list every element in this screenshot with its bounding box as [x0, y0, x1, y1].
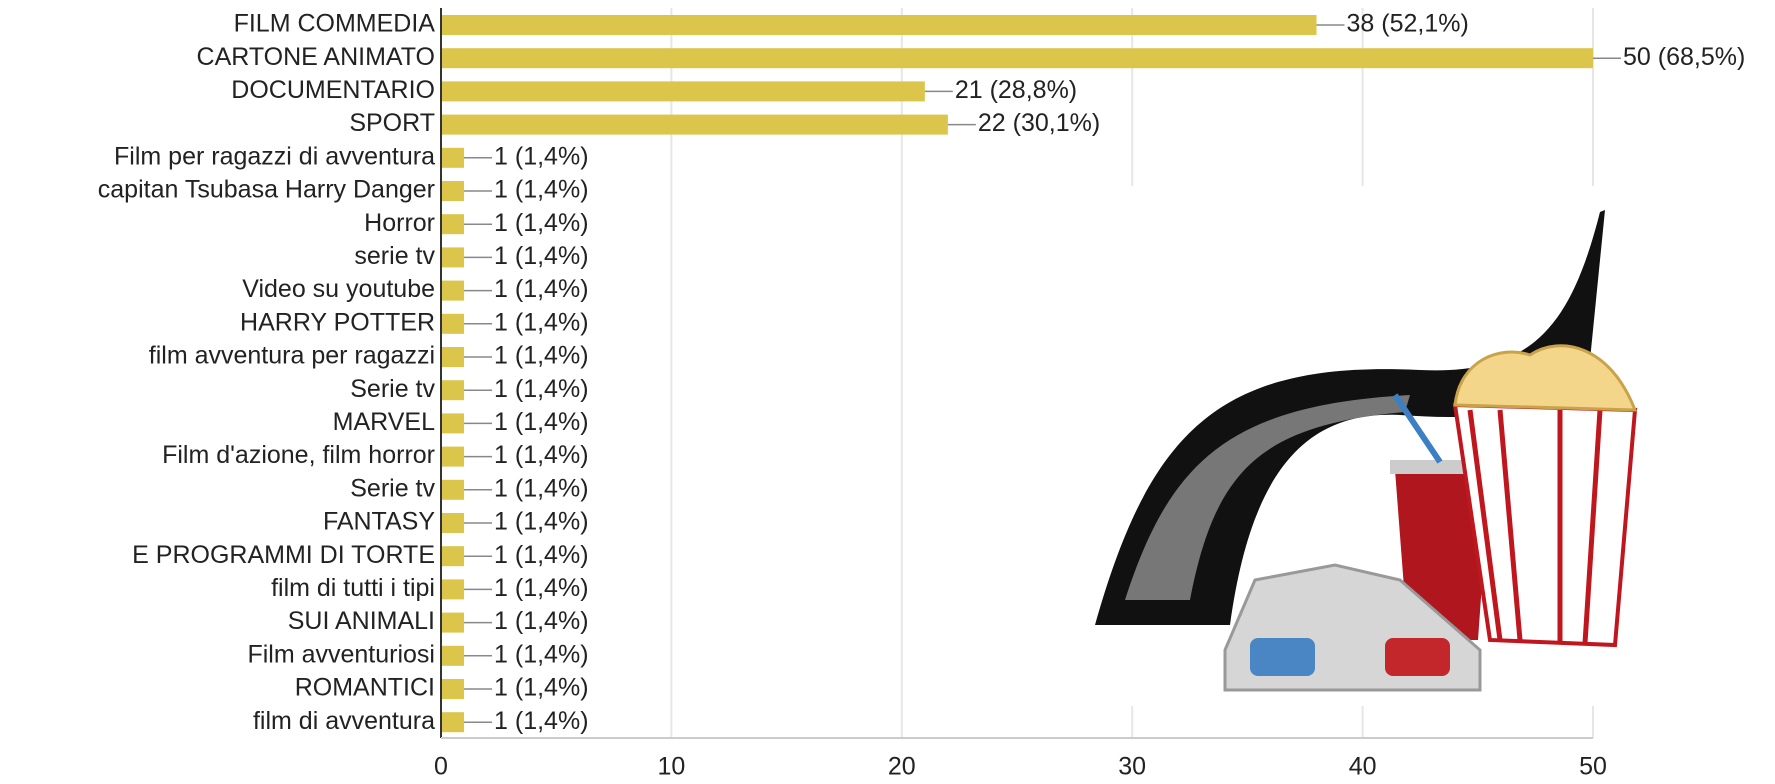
y-tick-label: Video su youtube	[242, 275, 435, 303]
value-label: 1 (1,4%)	[494, 142, 588, 170]
y-tick-label: Horror	[364, 209, 435, 237]
y-tick-label: E PROGRAMMI DI TORTE	[132, 541, 435, 569]
y-tick-label: FANTASY	[323, 508, 435, 536]
x-tick-label: 50	[1579, 753, 1607, 779]
bar	[441, 645, 465, 666]
value-label: 1 (1,4%)	[494, 474, 588, 502]
y-tick-label: serie tv	[354, 242, 435, 270]
y-tick-label: film di avventura	[253, 707, 435, 735]
bar	[441, 579, 465, 600]
value-label: 38 (52,1%)	[1347, 10, 1469, 38]
bar	[441, 446, 465, 467]
value-label: 22 (30,1%)	[978, 109, 1100, 137]
y-tick-label: Film per ragazzi di avventura	[114, 142, 435, 170]
y-tick-label: DOCUMENTARIO	[231, 76, 435, 104]
bar	[441, 181, 465, 201]
bar	[441, 347, 465, 367]
y-tick-label: Film d'azione, film horror	[162, 441, 435, 469]
bar	[441, 712, 465, 733]
bar	[441, 413, 465, 434]
y-tick-label: HARRY POTTER	[240, 308, 435, 336]
bar	[441, 679, 465, 699]
bar	[441, 214, 465, 235]
popcorn-stripes	[1467, 409, 1603, 644]
value-label: 1 (1,4%)	[494, 574, 588, 602]
bar	[441, 15, 1317, 35]
value-label: 21 (28,8%)	[955, 76, 1077, 104]
film-frames	[1125, 395, 1410, 600]
clipart	[1090, 186, 1650, 706]
value-label: 1 (1,4%)	[494, 375, 588, 403]
bar	[441, 147, 465, 168]
lens-blue	[1250, 638, 1315, 676]
value-label: 1 (1,4%)	[494, 541, 588, 569]
x-tick-label: 20	[888, 753, 916, 779]
y-tick-label: film di tutti i tipi	[271, 574, 435, 602]
y-tick-label: ROMANTICI	[295, 674, 435, 702]
value-label: 1 (1,4%)	[494, 441, 588, 469]
value-label: 1 (1,4%)	[494, 508, 588, 536]
y-tick-label: Film avventuriosi	[247, 640, 435, 668]
value-label: 1 (1,4%)	[494, 342, 588, 370]
y-tick-label: film avventura per ragazzi	[149, 342, 435, 370]
value-label: 1 (1,4%)	[494, 707, 588, 735]
bar	[441, 81, 925, 102]
x-tick-label: 30	[1118, 753, 1146, 779]
y-tick-label: SPORT	[349, 109, 435, 137]
bar	[441, 114, 948, 135]
bar	[441, 513, 465, 533]
bar	[441, 247, 465, 268]
y-tick-label: SUI ANIMALI	[288, 607, 435, 635]
bar	[441, 48, 1593, 69]
x-tick-label: 10	[657, 753, 685, 779]
value-label: 1 (1,4%)	[494, 242, 588, 270]
y-tick-label: Serie tv	[350, 474, 435, 502]
x-tick-label: 0	[434, 753, 448, 779]
value-label: 50 (68,5%)	[1623, 43, 1745, 71]
bar	[441, 546, 465, 567]
value-label: 1 (1,4%)	[494, 275, 588, 303]
bar	[441, 380, 465, 401]
y-tick-label: CARTONE ANIMATO	[197, 43, 435, 71]
x-tick-label: 40	[1349, 753, 1377, 779]
value-label: 1 (1,4%)	[494, 607, 588, 635]
bars: 0 10 20 30 40 50 FILM COMMEDIA 38 (52,1%) CARTON…	[98, 8, 1745, 781]
y-tick-label: FILM COMMEDIA	[234, 10, 436, 38]
value-label: 1 (1,4%)	[494, 408, 588, 436]
bar	[441, 612, 465, 633]
value-label: 1 (1,4%)	[494, 176, 588, 204]
value-label: 1 (1,4%)	[494, 674, 588, 702]
bar	[441, 313, 465, 334]
y-tick-label: Serie tv	[350, 375, 435, 403]
bar	[441, 280, 465, 301]
value-label: 1 (1,4%)	[494, 640, 588, 668]
popcorn	[1453, 344, 1638, 412]
straw	[1392, 393, 1443, 464]
lens-red	[1385, 638, 1450, 676]
y-tick-label: MARVEL	[333, 408, 435, 436]
value-label: 1 (1,4%)	[494, 209, 588, 237]
y-tick-label: capitan Tsubasa Harry Danger	[98, 176, 435, 204]
bar	[441, 479, 465, 500]
value-label: 1 (1,4%)	[494, 308, 588, 336]
